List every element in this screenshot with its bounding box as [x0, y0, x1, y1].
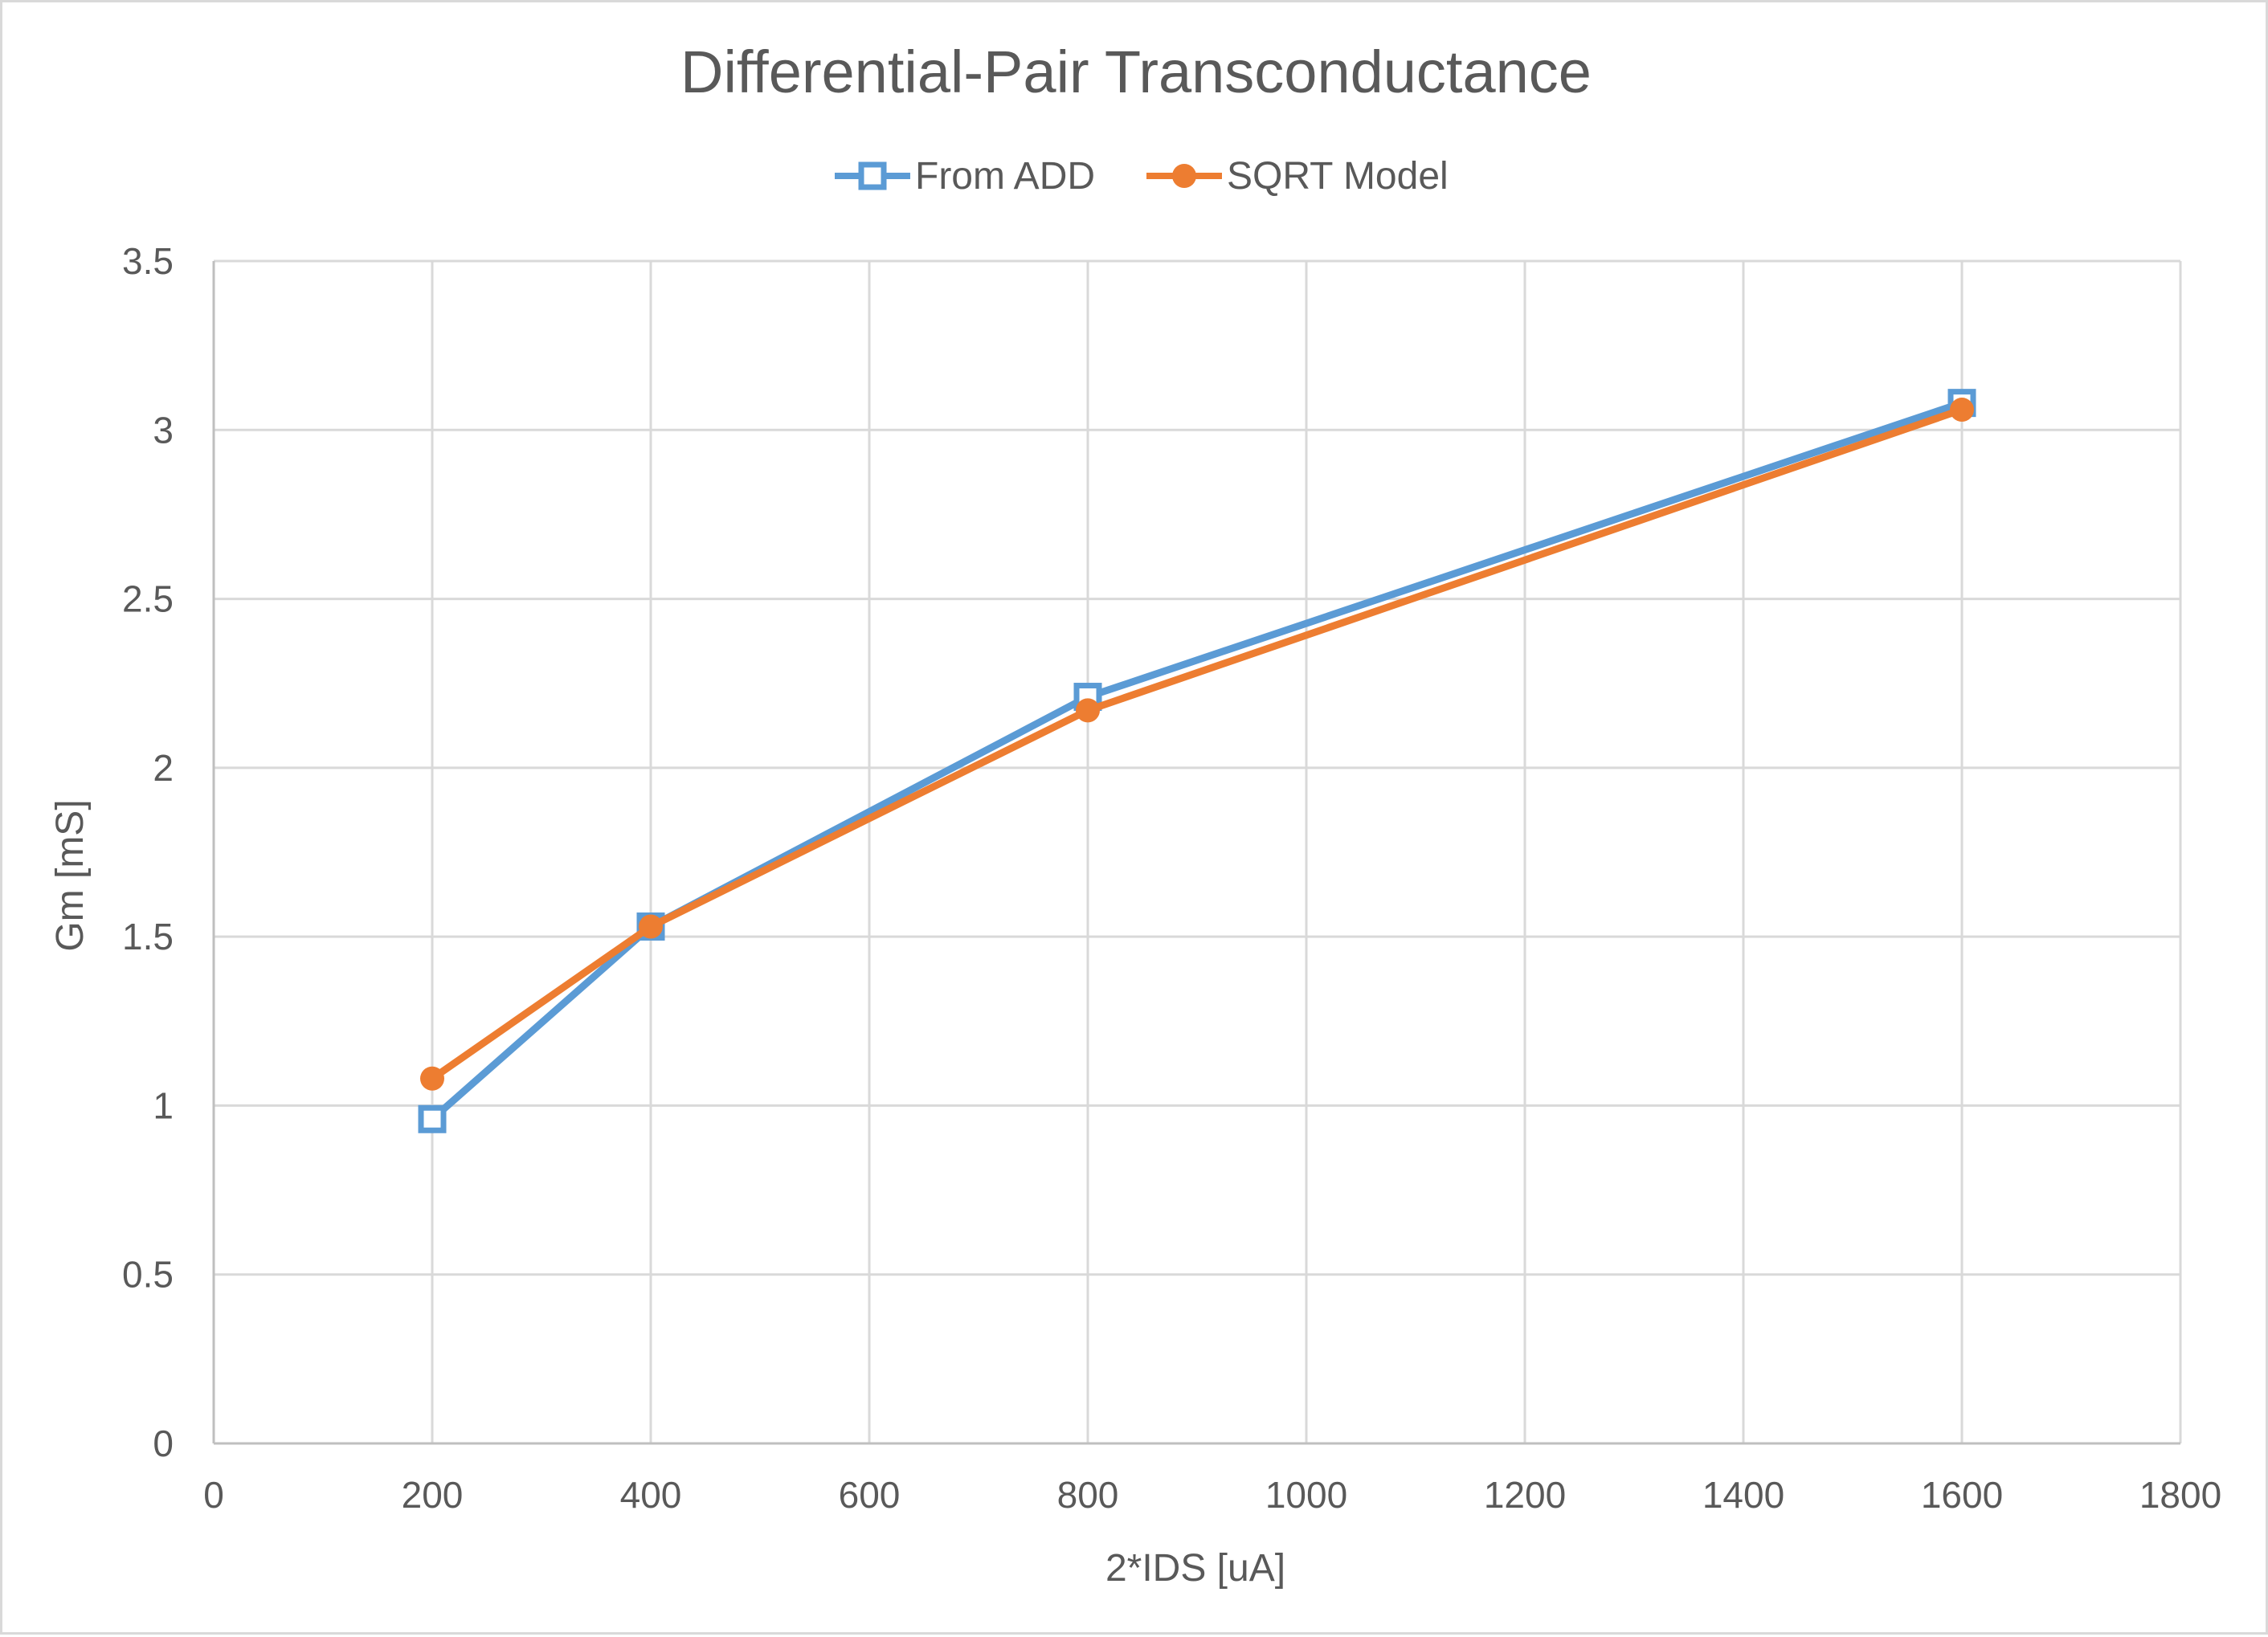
y-tick-label: 3.5	[122, 240, 174, 282]
y-axis-label: Gm [mS]	[49, 799, 92, 951]
x-tick-label: 200	[402, 1474, 464, 1516]
axes	[212, 261, 2180, 1445]
data-point-sqrt-model	[1076, 698, 1100, 723]
legend-item-sqrt-model: SQRT Model	[1146, 155, 1449, 198]
data-point-sqrt-model	[420, 1066, 444, 1091]
legend-marker-from-add	[858, 161, 887, 190]
series-line-from-add	[428, 399, 1966, 1123]
y-tick-label: 1	[153, 1084, 174, 1126]
x-tick-label: 400	[620, 1474, 682, 1516]
legend: From ADD SQRT Model	[835, 155, 1449, 198]
x-tick-label: 1400	[1702, 1474, 1784, 1516]
y-tick-label: 1.5	[122, 916, 174, 957]
legend-item-from-add: From ADD	[835, 155, 1095, 198]
legend-label-sqrt-model: SQRT Model	[1227, 155, 1449, 198]
chart-title: Differential-Pair Transconductance	[680, 39, 1592, 105]
series-line-sqrt-model	[428, 406, 1966, 1083]
legend-label-from-add: From ADD	[915, 155, 1095, 198]
y-tick-label: 0	[153, 1423, 174, 1464]
y-tick-label: 3	[153, 409, 174, 451]
y-tick-label: 2.5	[122, 578, 174, 620]
x-tick-label: 1800	[2139, 1474, 2221, 1516]
series-from-add	[418, 389, 1976, 1133]
y-axis-ticks: 0 0.5 1 1.5 2 2.5 3 3.5	[122, 240, 174, 1464]
legend-marker-sqrt-model	[1172, 164, 1196, 188]
x-tick-label: 1200	[1484, 1474, 1566, 1516]
series-sqrt-model	[420, 398, 1974, 1091]
x-tick-label: 1000	[1265, 1474, 1347, 1516]
data-point-from-add	[418, 1104, 447, 1133]
data-point-sqrt-model	[1950, 398, 1974, 423]
x-tick-label: 800	[1057, 1474, 1119, 1516]
y-tick-label: 2	[153, 747, 174, 789]
x-tick-label: 1600	[1921, 1474, 2003, 1516]
x-axis-ticks: 0 200 400 600 800 1000 1200 1400 1600 1800	[203, 1474, 2221, 1516]
gridlines	[214, 259, 2182, 1443]
x-axis-label: 2*IDS [uA]	[1105, 1547, 1285, 1590]
series-layer	[418, 389, 1976, 1133]
x-tick-label: 600	[839, 1474, 901, 1516]
x-tick-label: 0	[203, 1474, 224, 1516]
y-tick-label: 0.5	[122, 1254, 174, 1296]
data-point-sqrt-model	[639, 914, 663, 939]
